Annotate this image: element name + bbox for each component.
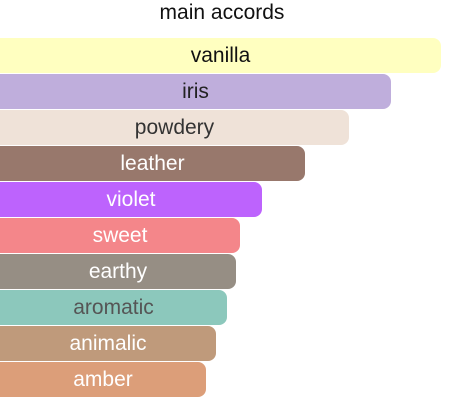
accord-bar-leather: leather: [0, 146, 305, 181]
accord-bar-violet: violet: [0, 182, 262, 217]
accord-bar-amber: amber: [0, 362, 206, 397]
accord-bar-vanilla: vanilla: [0, 38, 441, 73]
accord-bar-powdery: powdery: [0, 110, 349, 145]
accord-bar-aromatic: aromatic: [0, 290, 227, 325]
accord-bar-sweet: sweet: [0, 218, 240, 253]
accord-bar-iris: iris: [0, 74, 391, 109]
accord-bar-animalic: animalic: [0, 326, 216, 361]
accord-bar-earthy: earthy: [0, 254, 236, 289]
accords-title: main accords: [159, 1, 285, 24]
